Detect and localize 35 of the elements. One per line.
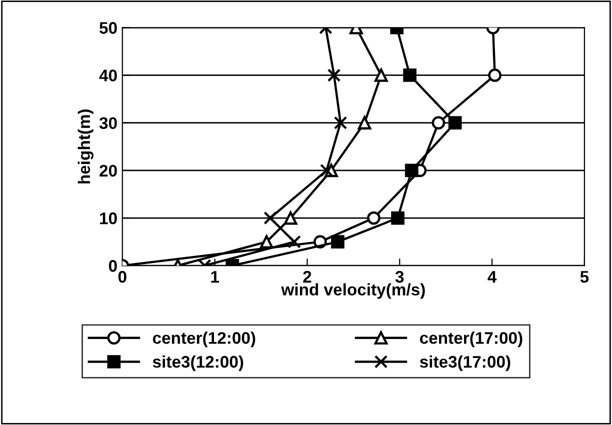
- x-tick-label: 1: [211, 271, 219, 283]
- point: [432, 116, 446, 130]
- point: [488, 68, 502, 82]
- x-tick-label: 0: [118, 270, 126, 283]
- point: [403, 68, 416, 82]
- x-axis-title: wind velocity(m/s): [281, 283, 425, 299]
- legend-label: center(12:00): [152, 332, 256, 348]
- x-tick-label: 5: [580, 271, 589, 283]
- y-tick-label: 50: [100, 22, 117, 34]
- point: [358, 116, 372, 130]
- point: [260, 235, 274, 248]
- point: [327, 68, 341, 82]
- y-tick-label: 10: [100, 212, 117, 224]
- point: [448, 116, 462, 130]
- y-tick-label: 40: [99, 70, 117, 82]
- point: [284, 211, 298, 225]
- y-tick-label: 0: [108, 260, 117, 272]
- point: [334, 116, 348, 130]
- point: [367, 211, 380, 225]
- point: [264, 211, 277, 225]
- point: [320, 164, 334, 178]
- point: [404, 164, 418, 178]
- point: [288, 235, 301, 248]
- x-tick-label: 2: [303, 270, 312, 283]
- y-axis-title: height(m): [78, 109, 94, 184]
- legend-label: site3(12:00): [152, 355, 244, 372]
- x-tick-label: 4: [488, 271, 497, 283]
- legend-label: center(17:00): [420, 332, 522, 348]
- point: [391, 211, 404, 225]
- y-tick-label: 30: [99, 117, 117, 130]
- x-tick-label: 3: [395, 270, 404, 283]
- point: [331, 235, 344, 248]
- legend-label: site3(17:00): [420, 355, 510, 372]
- point: [374, 68, 388, 82]
- y-tick-label: 20: [100, 164, 117, 177]
